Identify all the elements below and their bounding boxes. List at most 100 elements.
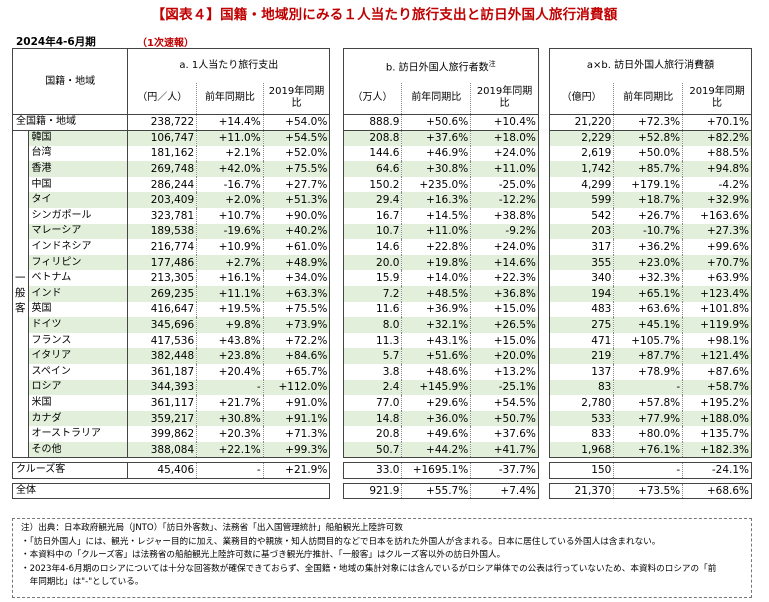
- visitors-vs-2019: +26.5%: [470, 317, 539, 333]
- consumption-vs-2019: +195.2%: [682, 395, 752, 411]
- spend-per-person: 416,647: [127, 301, 198, 318]
- consumption-yoy: +78.9%: [613, 364, 684, 380]
- table-row: 台湾 181,162 +2.1% +52.0% 144.6 +46.9% +24.0% 2,6…: [13, 145, 752, 162]
- region-name: 台湾: [28, 145, 129, 162]
- visitors-yoy: +19.8%: [401, 254, 472, 271]
- spend-yoy: +19.5%: [196, 301, 264, 318]
- consumption-vs-2019: +27.3%: [682, 223, 752, 240]
- consumption: 1,742: [548, 161, 615, 177]
- table-row: 一般客韓国 106,747 +11.0% +54.5% 208.8 +37.6% +18.0…: [12, 129, 752, 459]
- consumption-vs-2019: +94.8%: [682, 161, 752, 177]
- region-name: 中国: [28, 176, 129, 193]
- consumption: 2,619: [548, 145, 615, 162]
- table-row: タイ 203,409 +2.0% +51.3% 29.4 +16.3% -12.2% 599 +…: [13, 192, 752, 209]
- spend-vs-2019: +54.0%: [263, 114, 331, 131]
- b-unit: （万人）: [342, 82, 403, 115]
- spend-vs-2019: +48.9%: [263, 254, 331, 271]
- spend-per-person: 417,536: [127, 332, 198, 349]
- region-name: ドイツ: [28, 317, 129, 333]
- visitors-vs-2019: +22.3%: [470, 270, 539, 287]
- spend-vs-2019: +84.6%: [263, 348, 331, 364]
- region-name: カナダ: [28, 410, 129, 427]
- visitors-yoy: +11.0%: [401, 223, 472, 240]
- visitors-yoy: +49.6%: [401, 426, 472, 442]
- consumption-vs-2019: +32.9%: [682, 192, 752, 209]
- consumption-yoy: +50.0%: [613, 145, 684, 162]
- cruise-label: クルーズ客: [11, 462, 129, 479]
- spend-vs-2019: +72.2%: [263, 332, 331, 349]
- consumption-yoy: +105.7%: [613, 332, 684, 349]
- visitors: 921.9: [342, 482, 403, 500]
- table-row: シンガポール 323,781 +10.7% +90.0% 16.7 +14.5% +38.8…: [13, 208, 752, 224]
- table-row: 英国 416,647 +19.5% +75.5% 11.6 +36.9% +15.0% 483…: [13, 301, 752, 318]
- spend-yoy: +2.1%: [196, 145, 264, 162]
- consumption-vs-2019: +99.6%: [682, 239, 752, 255]
- total-row: 全体 921.9 +55.7% +7.4% 21,370 +73.5% +68.6%: [11, 482, 752, 500]
- visitors: 208.8: [342, 129, 403, 146]
- visitors-yoy: +145.9%: [401, 379, 472, 396]
- spend-yoy: +42.0%: [196, 161, 264, 177]
- visitors: 33.0: [342, 462, 403, 479]
- empty-cell: [127, 482, 197, 500]
- consumption: 317: [548, 239, 615, 255]
- region-name: インド: [28, 286, 129, 302]
- consumption-vs-2019: +82.2%: [682, 129, 752, 146]
- table-row: ドイツ 345,696 +9.8% +73.9% 8.0 +32.1% +26.5% 275 +…: [13, 317, 752, 333]
- consumption-yoy: +76.1%: [613, 441, 684, 459]
- notes-box: 注）出典：日本政府観光局（JNTO）「訪日外客数」、法務省「出入国管理統計」船舶…: [12, 518, 752, 598]
- spend-yoy: +10.9%: [196, 239, 264, 255]
- visitors-yoy: +30.8%: [401, 161, 472, 177]
- visitors-yoy: +235.0%: [401, 176, 472, 193]
- visitors-yoy: +14.5%: [401, 208, 472, 224]
- spend-yoy: +43.8%: [196, 332, 264, 349]
- spend-per-person: 345,696: [127, 317, 198, 333]
- region-name: 香港: [28, 161, 129, 177]
- spend-vs-2019: +91.0%: [263, 395, 331, 411]
- visitors-yoy: +48.6%: [401, 364, 472, 380]
- visitors: 10.7: [342, 223, 403, 240]
- spend-vs-2019: +52.0%: [263, 145, 331, 162]
- visitors-vs-2019: +18.0%: [470, 129, 539, 146]
- visitors-vs-2019: +15.0%: [470, 332, 539, 349]
- consumption: 483: [548, 301, 615, 318]
- note-line: ・「訪日外国人」には、観光・レジャー目的に加え、業務目的や親族・知人訪問目的など…: [21, 536, 661, 547]
- table-row: 中国 286,244 -16.7% +27.7% 150.2 +235.0% -25.0% 4…: [13, 176, 752, 193]
- visitors: 14.6: [342, 239, 403, 255]
- visitors-yoy: +55.7%: [401, 482, 472, 500]
- spend-per-person: 269,748: [127, 161, 198, 177]
- consumption-vs-2019: +121.4%: [682, 348, 752, 364]
- visitors-yoy: +44.2%: [401, 441, 472, 459]
- visitors: 8.0: [342, 317, 403, 333]
- consumption: 833: [548, 426, 615, 442]
- spend-vs-2019: +99.3%: [263, 441, 331, 459]
- spend-per-person: 361,117: [127, 395, 198, 411]
- spend-yoy: +2.7%: [196, 254, 264, 271]
- region-name: スペイン: [28, 364, 129, 380]
- spend-yoy: +22.1%: [196, 441, 264, 459]
- consumption-yoy: +32.3%: [613, 270, 684, 287]
- spend-per-person: 359,217: [127, 410, 198, 427]
- visitors-vs-2019: -12.2%: [470, 192, 539, 209]
- consumption: 599: [548, 192, 615, 209]
- table-row: インドネシア 216,774 +10.9% +61.0% 14.6 +22.8% +24.0…: [13, 239, 752, 255]
- visitors: 144.6: [342, 145, 403, 162]
- a-2019-header: 2019年同期比: [263, 82, 331, 115]
- visitors-vs-2019: -37.7%: [470, 462, 539, 479]
- visitors-vs-2019: +7.4%: [470, 482, 539, 500]
- consumption-yoy: +65.1%: [613, 286, 684, 302]
- spend-yoy: +20.4%: [196, 364, 264, 380]
- spend-vs-2019: +90.0%: [263, 208, 331, 224]
- visitors-yoy: +37.6%: [401, 129, 472, 146]
- visitors-yoy: +43.1%: [401, 332, 472, 349]
- spend-vs-2019: +21.9%: [263, 462, 331, 479]
- consumption-yoy: +26.7%: [613, 208, 684, 224]
- c-2019-header: 2019年同期比: [682, 82, 752, 115]
- consumption: 4,299: [548, 176, 615, 193]
- visitors-vs-2019: -9.2%: [470, 223, 539, 240]
- visitors-yoy: +48.5%: [401, 286, 472, 302]
- consumption-yoy: +80.0%: [613, 426, 684, 442]
- visitors-yoy: +16.3%: [401, 192, 472, 209]
- visitors-vs-2019: +13.2%: [470, 364, 539, 380]
- table-row: その他 388,084 +22.1% +99.3% 50.7 +44.2% +41.7% 1,…: [13, 441, 752, 459]
- spend-per-person: 238,722: [127, 114, 198, 131]
